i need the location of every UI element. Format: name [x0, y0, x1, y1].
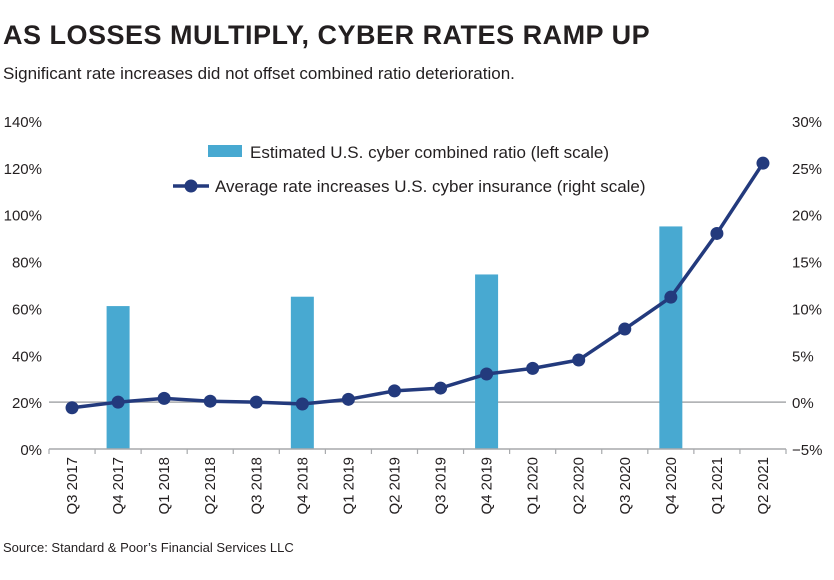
x-tick-label: Q3 2017 — [64, 457, 81, 515]
x-tick-label: Q4 2018 — [294, 457, 311, 515]
line-point — [249, 395, 263, 409]
right-tick-label: −5% — [792, 442, 822, 459]
right-tick-label: 25% — [792, 161, 822, 178]
x-tick-label: Q3 2018 — [248, 457, 265, 515]
right-tick-label: 10% — [792, 301, 822, 318]
bar — [290, 296, 314, 449]
line-point — [341, 392, 355, 406]
x-tick-label: Q3 2019 — [433, 457, 450, 515]
bar — [106, 306, 130, 449]
x-tick-label: Q4 2017 — [110, 457, 127, 515]
legend-swatch-point — [184, 179, 198, 193]
right-tick-label: 0% — [792, 395, 814, 412]
bar — [659, 226, 683, 449]
legend-label-line: Average rate increases U.S. cyber insura… — [215, 177, 646, 196]
line-point — [664, 290, 678, 304]
left-tick-label: 60% — [12, 301, 42, 318]
chart-subtitle: Significant rate increases did not offse… — [3, 64, 515, 83]
line-point — [480, 367, 494, 381]
line-point — [387, 384, 401, 398]
series-line — [71, 162, 765, 410]
line-point — [434, 381, 448, 395]
right-tick-label: 15% — [792, 255, 822, 272]
right-tick-label: 30% — [792, 114, 822, 131]
line-point — [710, 226, 724, 240]
x-tick-label: Q1 2019 — [340, 457, 357, 515]
x-tick-label: Q2 2020 — [571, 457, 588, 515]
bar — [475, 274, 499, 449]
line-point — [756, 156, 770, 170]
left-tick-label: 40% — [12, 348, 42, 365]
left-tick-label: 0% — [20, 442, 42, 459]
legend-label-bar: Estimated U.S. cyber combined ratio (lef… — [250, 143, 609, 162]
x-tick-label: Q1 2021 — [709, 457, 726, 515]
x-tick-label: Q2 2021 — [755, 457, 772, 515]
right-tick-label: 5% — [792, 348, 814, 365]
line-point — [157, 391, 171, 405]
line-point — [618, 322, 632, 336]
left-tick-label: 120% — [4, 161, 42, 178]
x-tick-label: Q4 2019 — [479, 457, 496, 515]
x-tick-label: Q2 2018 — [202, 457, 219, 515]
x-tick-label: Q3 2020 — [617, 457, 634, 515]
left-tick-label: 140% — [4, 114, 42, 131]
chart-title: AS LOSSES MULTIPLY, CYBER RATES RAMP UP — [3, 20, 651, 50]
right-tick-label: 20% — [792, 208, 822, 225]
x-tick-label: Q1 2018 — [156, 457, 173, 515]
x-tick-label: Q4 2020 — [663, 457, 680, 515]
x-tick-label: Q1 2020 — [525, 457, 542, 515]
line-point — [65, 401, 79, 415]
source-note: Source: Standard & Poor’s Financial Serv… — [3, 540, 294, 555]
left-tick-label: 20% — [12, 395, 42, 412]
line-point — [295, 397, 309, 411]
line-point — [111, 395, 125, 409]
line-point — [572, 353, 586, 367]
legend-swatch-bar — [208, 145, 242, 157]
line-point — [526, 361, 540, 375]
line-point — [203, 394, 217, 408]
x-tick-label: Q2 2019 — [386, 457, 403, 515]
left-tick-label: 100% — [4, 208, 42, 225]
left-tick-label: 80% — [12, 255, 42, 272]
